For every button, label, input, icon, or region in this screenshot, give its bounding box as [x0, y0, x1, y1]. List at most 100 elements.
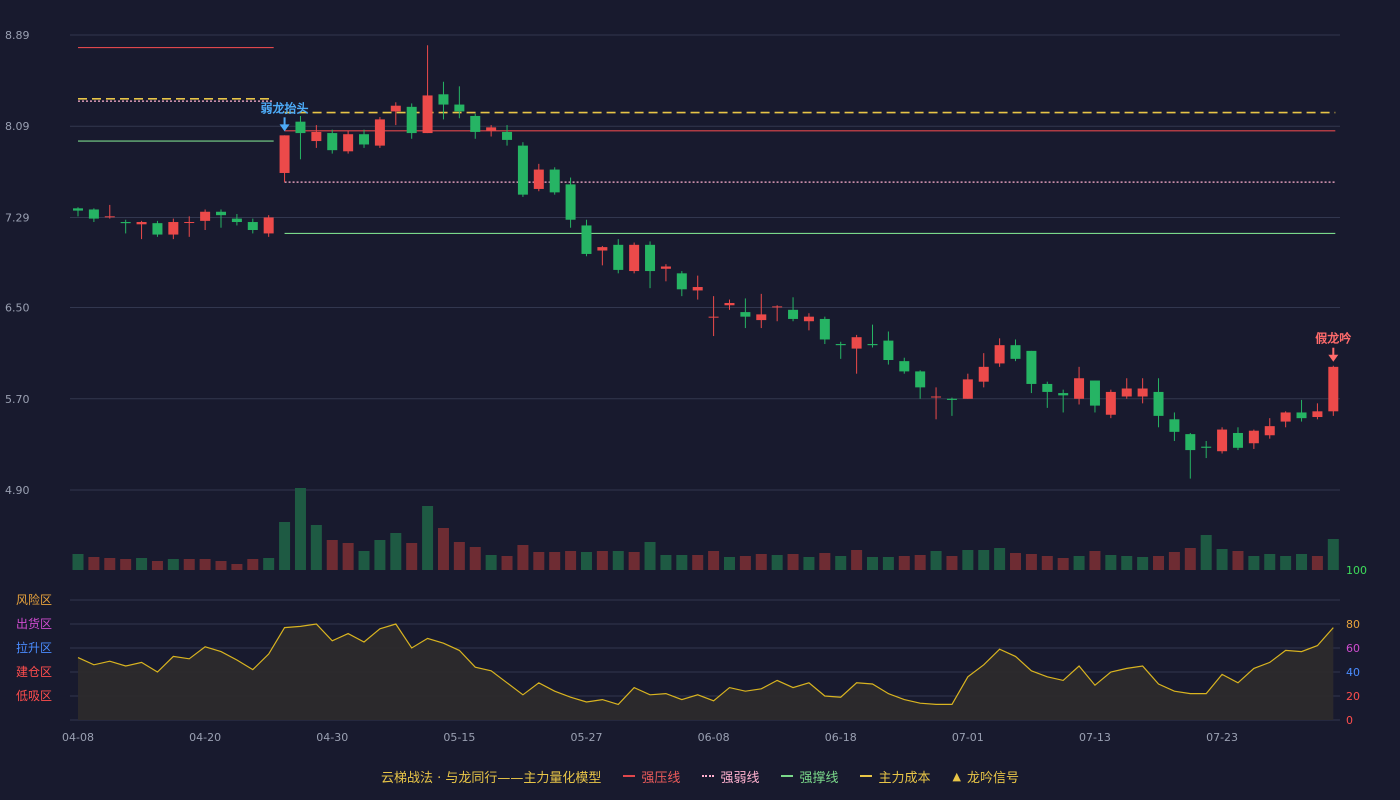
volume-bar — [136, 558, 148, 570]
volume-bar — [326, 540, 338, 570]
volume-bar — [183, 559, 195, 570]
candle-body — [565, 184, 576, 220]
volume-bar — [1121, 556, 1133, 570]
x-tick-label: 06-08 — [698, 731, 730, 744]
volume-bar — [120, 559, 132, 570]
candle — [1312, 403, 1323, 420]
indicator-zone-label: 风险区 — [16, 592, 52, 607]
volume-bar — [1200, 535, 1212, 570]
candle-body — [645, 244, 656, 272]
candle-body — [708, 316, 719, 318]
volume-bar — [930, 551, 942, 570]
candle — [1264, 418, 1275, 439]
legend-item-main-cost[interactable]: 主力成本 — [860, 767, 930, 786]
candle — [1328, 365, 1339, 416]
candle — [803, 313, 814, 331]
candle — [327, 129, 338, 154]
candle-body — [279, 135, 290, 173]
volume-bar — [612, 551, 624, 570]
legend-item-dragon-signal[interactable]: ▲ 龙吟信号 — [952, 767, 1018, 786]
volume-bar — [549, 552, 561, 570]
candle — [788, 297, 799, 322]
candle-body — [343, 134, 354, 152]
volume-bar — [247, 559, 259, 570]
volume-bar — [501, 556, 513, 570]
volume-bar — [962, 550, 974, 570]
volume-bars — [72, 488, 1339, 570]
candle-body — [1105, 391, 1116, 415]
price-tick-label: 4.90 — [5, 484, 30, 497]
candle-body — [597, 247, 608, 251]
candle — [200, 209, 211, 230]
indicator-zone-label: 拉升区 — [16, 640, 52, 655]
candle-body — [756, 314, 767, 321]
candle-body — [994, 345, 1005, 364]
candle-body — [152, 223, 163, 235]
candle-body — [359, 134, 370, 145]
candle-body — [374, 119, 385, 146]
candle — [565, 177, 576, 228]
candle — [168, 218, 179, 240]
candle — [676, 271, 687, 297]
volume-bar — [1041, 556, 1053, 570]
legend-item-strong-support[interactable]: 强撑线 — [781, 767, 838, 786]
volume-bar — [1073, 556, 1085, 570]
candle — [104, 204, 115, 219]
candle — [1248, 429, 1259, 449]
volume-bar — [1025, 554, 1037, 570]
volume-bar — [390, 533, 402, 570]
volume-bar — [1280, 556, 1292, 570]
legend-item-strong-pressure[interactable]: 强压线 — [623, 767, 680, 786]
candle — [422, 45, 433, 134]
candle — [1137, 378, 1148, 404]
candle-body — [311, 131, 322, 142]
candle — [152, 220, 163, 237]
signal-annotation: 弱龙抬头 — [261, 100, 309, 132]
candle-body — [946, 398, 957, 400]
candle — [295, 115, 306, 160]
volume-bar — [1168, 552, 1180, 570]
volume-bar — [978, 550, 990, 570]
candle — [454, 86, 465, 119]
volume-bar — [755, 554, 767, 570]
legend-item-strength-line[interactable]: 强弱线 — [702, 767, 759, 786]
volume-bar — [723, 557, 735, 570]
candle — [883, 331, 894, 365]
candle-body — [1185, 434, 1196, 451]
candle — [692, 275, 703, 300]
x-tick-label: 04-20 — [189, 731, 221, 744]
volume-bar — [88, 557, 100, 570]
volume-bar — [803, 557, 815, 570]
candle-body — [581, 225, 592, 254]
price-tick-label: 7.29 — [5, 211, 30, 224]
candle-body — [1026, 350, 1037, 384]
candle-body — [216, 211, 227, 216]
volume-bar — [914, 555, 926, 570]
candle-body — [502, 131, 513, 140]
candle — [1280, 411, 1291, 428]
candle — [1217, 427, 1228, 454]
volume-bar — [565, 551, 577, 570]
candle — [835, 341, 846, 359]
candle-body — [788, 309, 799, 319]
volume-bar — [1232, 551, 1244, 570]
candle-body — [549, 169, 560, 193]
volume-bar — [485, 555, 497, 570]
candle — [819, 316, 830, 345]
signal-annotation: 假龙吟 — [1315, 331, 1351, 362]
candle-body — [1232, 432, 1243, 448]
indicator-tick-label: 0 — [1346, 714, 1353, 727]
candle — [931, 387, 942, 420]
indicator-zone-label: 出货区 — [16, 616, 52, 631]
candle — [374, 117, 385, 148]
candle-body — [1201, 446, 1212, 448]
candle-body — [295, 121, 306, 134]
candle-body — [1280, 412, 1291, 422]
volume-bar — [1137, 557, 1149, 570]
candle-body — [1264, 426, 1275, 436]
candle — [962, 373, 973, 399]
volume-bar — [708, 551, 720, 570]
volume-bar — [469, 547, 481, 570]
volume-bar — [1248, 556, 1260, 570]
